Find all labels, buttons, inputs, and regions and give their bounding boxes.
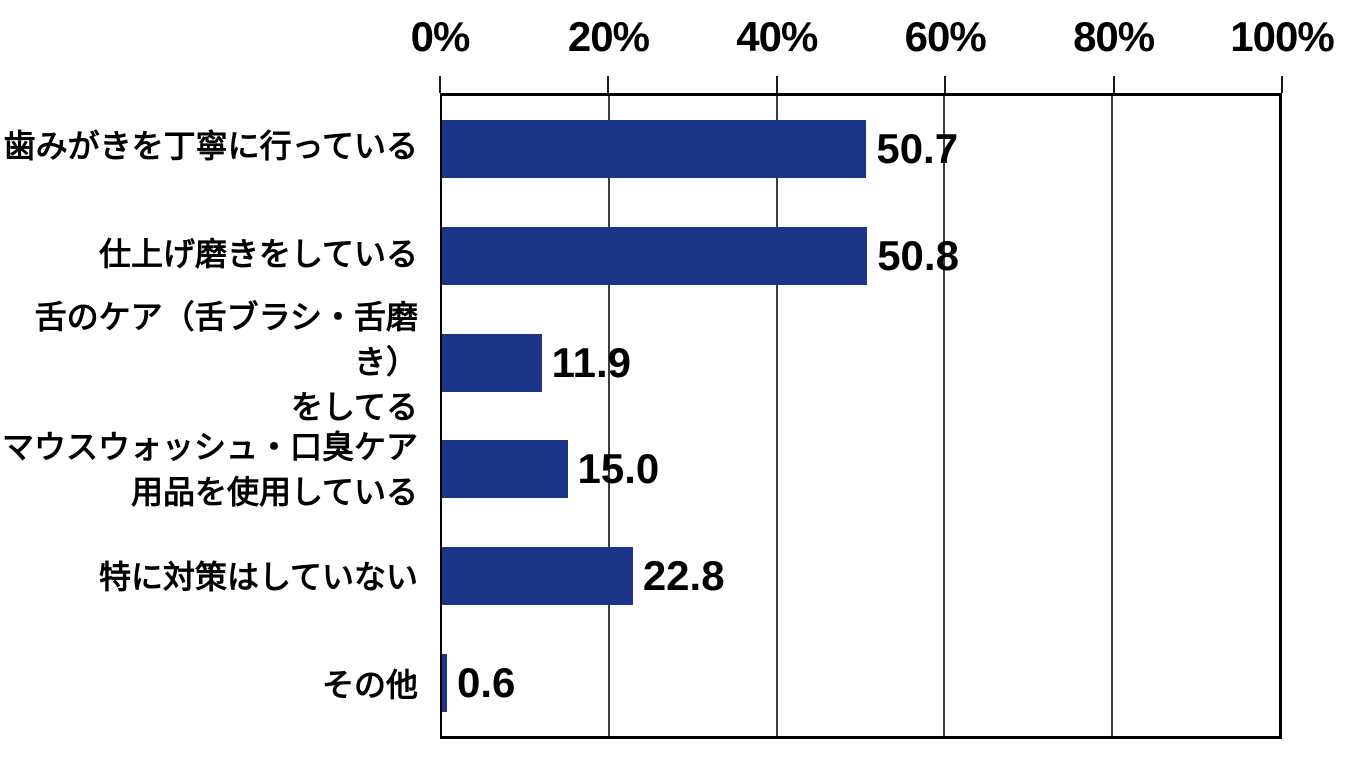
x-tick-label: 60% [904,13,987,60]
x-axis-ticks [439,76,1283,93]
x-tick-mark [1281,76,1283,93]
category-labels: 歯みがきを丁寧に行っている仕上げ磨きをしている舌のケア（舌ブラシ・舌磨き） をし… [0,93,430,739]
bar [442,226,868,285]
bar [442,333,542,392]
bar-value-label: 15.0 [577,445,660,493]
category-label: マウスウォッシュ・口臭ケア 用品を使用している [1,429,418,510]
x-tick-mark [944,76,947,93]
bar-value-label: 11.9 [551,338,632,386]
category-label: その他 [321,666,418,703]
x-tick-mark [439,76,441,93]
x-tick-mark [775,76,778,93]
bar-value-label: 50.8 [877,231,959,279]
x-tick-label: 20% [567,13,650,60]
plot-area: 50.7 50.8 11.9 15.0 22.8 0.6 [440,93,1282,739]
x-axis: 0% 20% 40% 60% 80% 100% [411,8,1335,66]
bar-value-label: 22.8 [642,551,725,599]
bar-row: 0.6 [442,629,1279,736]
bar-row: 50.8 [442,203,1279,310]
gridline [943,96,946,736]
bar [442,440,568,499]
bar [442,120,867,179]
category-label: 歯みがきを丁寧に行っている [3,128,418,165]
bar-row: 15.0 [442,416,1279,523]
category-label: 舌のケア（舌ブラシ・舌磨き） をしてる [34,298,418,425]
gridline [1110,96,1113,736]
x-tick-mark [607,76,610,93]
gridline [608,96,611,736]
x-tick-label: 80% [1073,13,1155,60]
category-label: 仕上げ磨きをしている [98,236,418,273]
bar [442,653,448,712]
bar-row: 50.7 [442,96,1279,203]
x-tick-label: 100% [1230,13,1334,60]
bar-value-label: 0.6 [457,658,516,706]
bar-row: 11.9 [442,309,1279,416]
x-tick-label: 40% [736,13,818,60]
category-label: 特に対策はしていない [98,559,418,596]
bar [442,546,633,605]
bar-value-label: 50.7 [876,125,959,173]
gridline [775,96,778,736]
x-tick-label: 0% [410,13,471,60]
x-tick-mark [1112,76,1115,93]
bar-row: 22.8 [442,523,1279,630]
